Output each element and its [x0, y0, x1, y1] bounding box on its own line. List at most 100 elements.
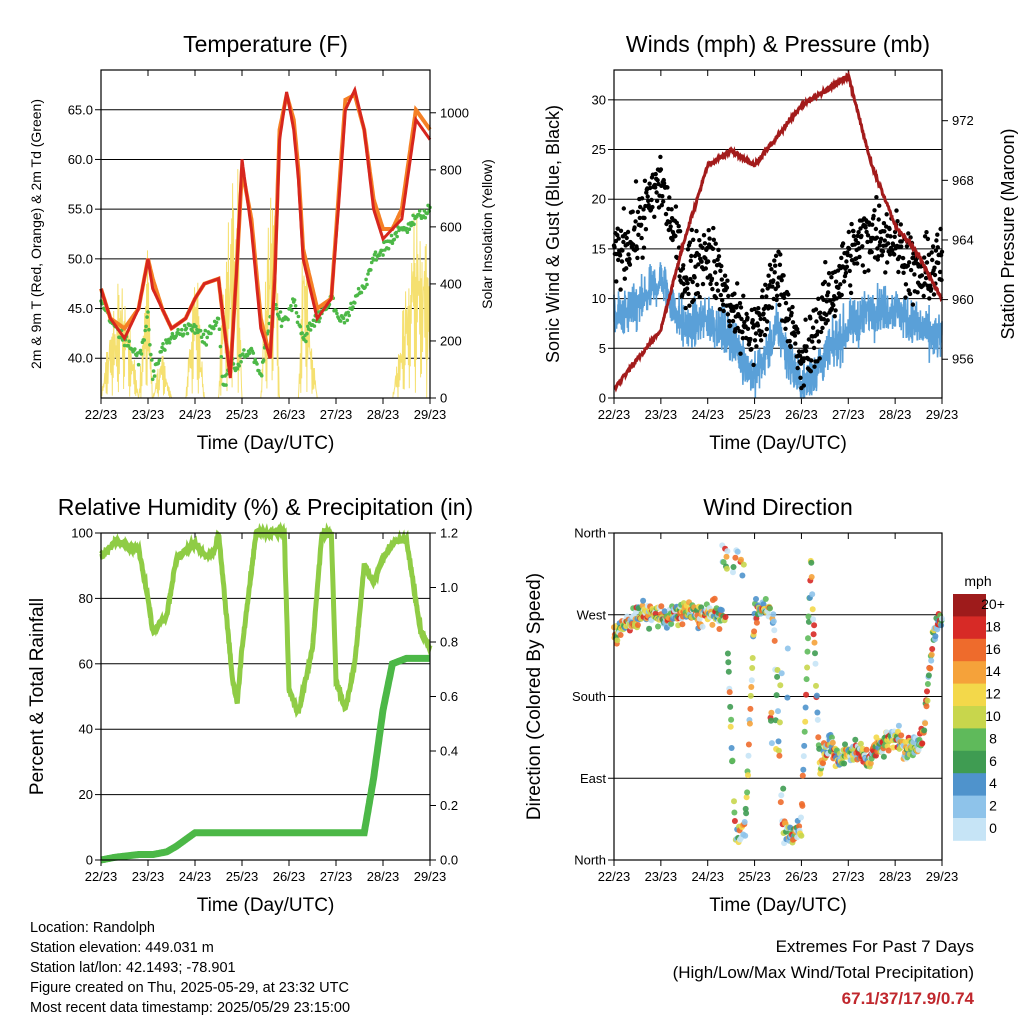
point-gust: [655, 178, 660, 183]
point-gust: [873, 226, 879, 232]
colorbar-swatch: [953, 773, 986, 796]
point-gust: [756, 306, 761, 311]
y-axis-label: Percent & Total Rainfall: [27, 598, 48, 795]
y-tick-label: 25: [592, 142, 606, 157]
point-dewpoint: [349, 301, 353, 306]
point-wind-direction: [730, 564, 737, 570]
point-gust: [685, 281, 690, 286]
point-dewpoint: [425, 211, 430, 216]
point-wind-direction: [726, 689, 733, 696]
point-dewpoint: [261, 358, 266, 363]
point-wind-direction: [852, 736, 859, 743]
point-gust: [681, 263, 686, 268]
point-dewpoint: [242, 348, 246, 352]
point-dewpoint: [147, 327, 151, 332]
colorbar-label: 4: [989, 775, 997, 791]
point-dewpoint: [295, 320, 300, 325]
point-wind-direction: [813, 692, 820, 699]
point-gust: [856, 246, 862, 251]
x-tick-label: 25/23: [738, 407, 771, 422]
point-dewpoint: [257, 369, 261, 373]
point-gust: [921, 293, 926, 299]
point-gust: [673, 204, 679, 209]
point-dewpoint: [219, 355, 224, 359]
point-gust: [615, 232, 620, 238]
point-dewpoint: [139, 352, 144, 356]
point-gust: [882, 238, 887, 243]
point-dewpoint: [405, 230, 410, 234]
point-gust: [731, 308, 736, 313]
point-dewpoint: [127, 339, 131, 344]
point-dewpoint: [380, 248, 384, 253]
x-tick-label: 27/23: [832, 407, 865, 422]
point-wind-direction: [730, 569, 736, 576]
point-wind-direction: [748, 684, 755, 690]
point-dewpoint: [170, 331, 175, 336]
point-wind-direction: [718, 607, 725, 614]
point-gust: [878, 236, 884, 241]
point-wind-direction: [722, 614, 729, 620]
point-gust: [827, 298, 833, 303]
point-gust: [771, 278, 776, 283]
point-wind-direction: [770, 618, 777, 625]
point-wind-direction: [841, 760, 848, 767]
point-gust: [892, 252, 897, 257]
point-gust: [844, 264, 850, 269]
point-gust: [788, 344, 793, 350]
point-gust: [900, 255, 906, 261]
point-gust: [643, 227, 649, 232]
point-gust: [898, 222, 903, 227]
point-wind-direction: [924, 688, 930, 695]
point-wind-direction: [778, 792, 785, 799]
point-gust: [833, 308, 838, 313]
y-axis-label: Direction (Colored By Speed): [524, 573, 545, 820]
point-dewpoint: [294, 311, 299, 315]
point-dewpoint: [204, 343, 209, 347]
point-dewpoint: [312, 324, 317, 328]
point-wind-direction: [768, 740, 775, 747]
point-gust: [619, 259, 625, 264]
point-dewpoint: [292, 298, 297, 302]
point-gust: [790, 304, 795, 310]
series-solar-insolation: [100, 169, 431, 399]
x-tick-label: 22/23: [598, 869, 631, 884]
point-wind-direction: [614, 637, 621, 644]
point-wind-direction: [774, 673, 781, 680]
point-wind-direction: [927, 665, 934, 672]
point-gust: [763, 282, 768, 287]
extremes-title: Extremes For Past 7 Days: [775, 937, 974, 956]
point-dewpoint: [185, 331, 190, 336]
point-gust: [696, 252, 701, 258]
colorbar-swatch: [953, 750, 986, 774]
chart-title-1: Temperature (F): [183, 31, 348, 57]
point-wind-direction: [668, 620, 675, 627]
colorbar-label: 2: [989, 798, 997, 814]
x-tick-label: 28/23: [879, 869, 912, 884]
point-dewpoint: [411, 213, 415, 218]
point-dewpoint: [143, 328, 147, 333]
point-wind-direction: [745, 772, 751, 779]
x-tick-label: 23/23: [132, 407, 165, 422]
y-tick-label: 55.0: [68, 202, 93, 217]
point-gust: [875, 246, 880, 251]
point-dewpoint: [371, 258, 376, 262]
point-gust: [653, 171, 658, 177]
point-wind-direction: [780, 785, 787, 792]
point-gust: [740, 336, 746, 341]
point-gust: [880, 249, 886, 254]
point-gust: [790, 320, 796, 325]
point-gust: [684, 286, 690, 291]
point-gust: [908, 267, 914, 273]
point-gust: [764, 294, 769, 299]
y-axis-label: Sonic Wind & Gust (Blue, Black): [543, 105, 563, 363]
point-gust: [881, 221, 887, 226]
point-dewpoint: [335, 311, 339, 316]
x-tick-label: 28/23: [367, 869, 400, 884]
point-gust: [621, 239, 626, 245]
point-wind-direction: [777, 799, 784, 806]
point-wind-direction: [808, 559, 815, 566]
point-gust: [745, 315, 750, 320]
point-dewpoint: [146, 310, 150, 314]
point-wind-direction: [778, 670, 785, 677]
point-gust: [890, 248, 895, 253]
